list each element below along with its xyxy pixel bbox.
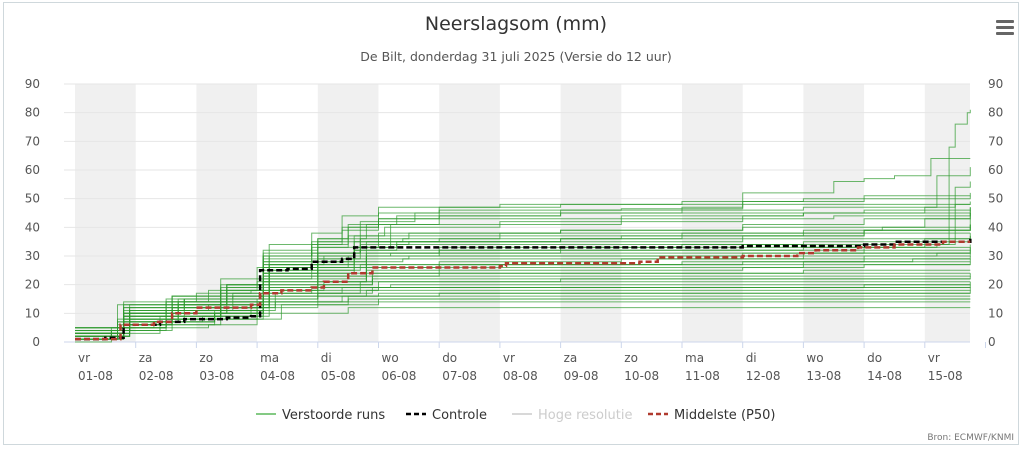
- x-tick-date: 08-08: [503, 369, 538, 383]
- x-tick-day: zo: [624, 351, 638, 365]
- ensemble-member-line: [75, 287, 971, 340]
- y-tick-label: 50: [988, 192, 1003, 206]
- x-tick-day: ma: [685, 351, 704, 365]
- y-tick-label: 20: [25, 278, 40, 292]
- x-tick-date: 05-08: [321, 369, 356, 383]
- x-tick-date: 03-08: [199, 369, 234, 383]
- x-tick-date: 01-08: [78, 369, 113, 383]
- y-tick-label: 80: [988, 106, 1003, 120]
- legend-item[interactable]: Middelste (P50): [648, 408, 775, 423]
- y-tick-label: 30: [988, 249, 1003, 263]
- y-tick-label: 40: [25, 220, 40, 234]
- legend-item[interactable]: Controle: [406, 408, 487, 423]
- x-tick-day: za: [139, 351, 153, 365]
- y-tick-label: 60: [25, 163, 40, 177]
- x-tick-day: za: [564, 351, 578, 365]
- x-tick-date: 12-08: [746, 369, 781, 383]
- ensemble-member-line: [75, 109, 971, 337]
- x-tick-day: vr: [78, 351, 90, 365]
- credit-text[interactable]: Bron: ECMWF/KNMI: [927, 433, 1014, 443]
- series-line: [75, 238, 972, 341]
- ensemble-series: [75, 109, 971, 343]
- main-series: [75, 238, 972, 341]
- legend-label: Middelste (P50): [674, 408, 775, 423]
- x-tick-date: 11-08: [685, 369, 720, 383]
- legend-label: Hoge resolutie: [538, 408, 632, 423]
- y-tick-label: 70: [988, 134, 1003, 148]
- x-tick-day: do: [442, 351, 457, 365]
- x-tick-date: 06-08: [382, 369, 417, 383]
- x-tick-date: 14-08: [867, 369, 902, 383]
- day-band: [75, 84, 136, 342]
- y-tick-label: 70: [25, 134, 40, 148]
- legend: Verstoorde runs Controle Hoge resolutie Mid…: [256, 408, 775, 423]
- y-tick-label: 10: [988, 306, 1003, 320]
- x-tick-day: zo: [199, 351, 213, 365]
- x-axis: vr 01-08 za 02-08 zo 03-08 ma 04-08 di 05-08 wo 06-…: [78, 342, 986, 383]
- x-tick-date: 07-08: [442, 369, 477, 383]
- legend-item[interactable]: Hoge resolutie: [512, 408, 632, 423]
- hamburger-menu-icon[interactable]: [994, 18, 1016, 36]
- x-tick-day: vr: [503, 351, 515, 365]
- ensemble-member-line: [75, 218, 971, 331]
- x-tick-date: 13-08: [806, 369, 841, 383]
- x-tick-day: ma: [260, 351, 279, 365]
- x-tick-day: di: [746, 351, 757, 365]
- ensemble-member-line: [75, 181, 971, 329]
- y-tick-label: 10: [25, 306, 40, 320]
- x-tick-date: 04-08: [260, 369, 295, 383]
- y-tick-label: 0: [32, 335, 40, 349]
- legend-label: Verstoorde runs: [282, 408, 385, 423]
- y-axis-right: 0 10 20 30 40 50 60 70 80 90: [988, 77, 1003, 349]
- legend-label: Controle: [432, 408, 487, 423]
- x-tick-date: 10-08: [624, 369, 659, 383]
- y-tick-label: 50: [25, 192, 40, 206]
- y-tick-label: 60: [988, 163, 1003, 177]
- ensemble-member-line: [75, 250, 971, 334]
- y-tick-label: 90: [25, 77, 40, 91]
- x-tick-day: wo: [382, 351, 399, 365]
- x-tick-date: 09-08: [564, 369, 599, 383]
- y-tick-label: 40: [988, 220, 1003, 234]
- y-tick-label: 20: [988, 278, 1003, 292]
- x-tick-day: wo: [806, 351, 823, 365]
- y-tick-label: 90: [988, 77, 1003, 91]
- y-tick-label: 80: [25, 106, 40, 120]
- legend-item[interactable]: Verstoorde runs: [256, 408, 385, 423]
- y-axis-left: 0 10 20 30 40 50 60 70 80 90: [25, 77, 40, 349]
- x-tick-date: 15-08: [928, 369, 963, 383]
- x-tick-date: 02-08: [139, 369, 174, 383]
- ensemble-member-line: [75, 290, 971, 340]
- y-tick-label: 0: [988, 335, 996, 349]
- chart-title: Neerslagsom (mm): [425, 13, 607, 35]
- x-tick-day: do: [867, 351, 882, 365]
- chart-subtitle: De Bilt, donderdag 31 juli 2025 (Versie …: [360, 49, 671, 64]
- x-tick-day: vr: [928, 351, 940, 365]
- ensemble-member-line: [75, 233, 971, 334]
- x-tick-day: di: [321, 351, 332, 365]
- y-tick-label: 30: [25, 249, 40, 263]
